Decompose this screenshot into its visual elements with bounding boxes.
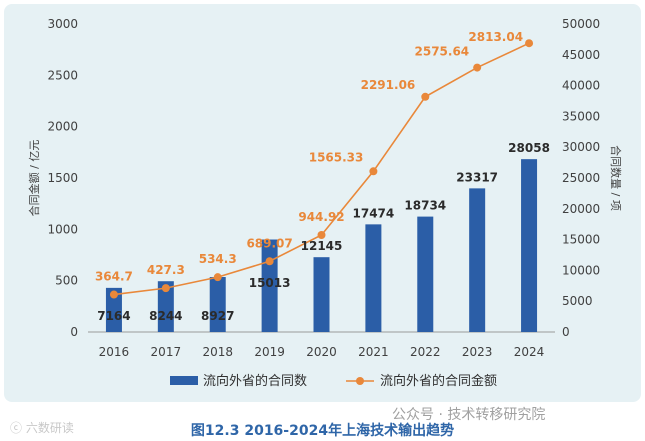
x-tick-label: 2024 (514, 345, 545, 359)
bar (105, 287, 122, 332)
legend-swatch-bars (170, 376, 198, 385)
bar-data-label: 8927 (201, 309, 234, 323)
legend-swatch-marker (356, 377, 364, 385)
bar-data-label: 12145 (301, 239, 343, 253)
bar-data-label: 28058 (508, 141, 550, 155)
x-tick-label: 2016 (99, 345, 130, 359)
bar (469, 188, 486, 332)
y-left-tick-label: 2500 (47, 68, 78, 82)
legend-label-line: 流向外省的合同金额 (380, 373, 497, 389)
source-note: 公众号 · 技术转移研究院 (392, 407, 546, 423)
y-left-tick-label: 1500 (47, 171, 78, 185)
y-left-tick-label: 3000 (47, 17, 78, 31)
y-right-tick-label: 50000 (562, 17, 600, 31)
line-data-label: 364.7 (95, 270, 133, 284)
y-right-tick-label: 15000 (562, 233, 600, 247)
bar (521, 159, 538, 332)
y-left-tick-label: 500 (55, 274, 78, 288)
bar-data-label: 23317 (456, 170, 498, 184)
watermark: ⓒ 六数研读 (10, 421, 74, 435)
figure-caption: 图12.3 2016-2024年上海技术输出趋势 (190, 423, 455, 439)
x-tick-label: 2018 (202, 345, 233, 359)
line-data-label: 1565.33 (309, 150, 364, 164)
line-point (161, 284, 170, 293)
line-point (473, 63, 482, 72)
x-tick-label: 2019 (254, 345, 285, 359)
line-point (265, 257, 274, 266)
bar (209, 277, 226, 332)
line-point (369, 167, 378, 176)
y-right-tick-label: 45000 (562, 48, 600, 62)
x-tick-label: 2020 (306, 345, 337, 359)
y-right-tick-label: 30000 (562, 140, 600, 154)
line-data-label: 2813.04 (468, 30, 523, 44)
line-data-label: 944.92 (298, 210, 344, 224)
line-point (213, 273, 222, 282)
y-left-tick-label: 2000 (47, 120, 78, 134)
line-data-label: 2291.06 (361, 78, 416, 92)
y-right-tick-label: 0 (562, 325, 570, 339)
series-line (113, 42, 530, 296)
line-point (317, 230, 326, 239)
y-right-tick-label: 10000 (562, 263, 600, 277)
x-tick-label: 2021 (358, 345, 389, 359)
y-right-tick-label: 40000 (562, 79, 600, 93)
bar (417, 216, 434, 332)
line-data-label: 689.07 (246, 236, 292, 250)
bar (313, 257, 330, 332)
line-data-label: 2575.64 (415, 45, 470, 59)
y-right-tick-label: 35000 (562, 109, 600, 123)
line-point (525, 39, 534, 48)
y-left-tick-label: 1000 (47, 222, 78, 236)
y-right-tick-label: 5000 (562, 294, 593, 308)
bar-data-label: 8244 (149, 309, 182, 323)
x-tick-label: 2023 (462, 345, 493, 359)
line-data-label: 534.3 (199, 252, 237, 266)
bar-data-label: 17474 (353, 206, 395, 220)
bar (157, 281, 174, 332)
y-left-tick-label: 0 (70, 325, 78, 339)
bar-data-label: 7164 (97, 309, 130, 323)
legend-label-bars: 流向外省的合同数 (203, 373, 307, 389)
line-data-label: 427.3 (147, 263, 185, 277)
bar-data-label: 18734 (404, 199, 446, 213)
x-tick-label: 2017 (151, 345, 182, 359)
line-point (421, 92, 430, 101)
bar (365, 224, 382, 332)
y-right-axis-title: 合同数量 / 项 (609, 145, 623, 211)
y-right-tick-label: 25000 (562, 171, 600, 185)
x-tick-label: 2022 (410, 345, 441, 359)
line-point (109, 290, 118, 299)
y-right-tick-label: 20000 (562, 202, 600, 216)
bar-data-label: 15013 (249, 276, 291, 290)
y-left-axis-title: 合同金额 / 亿元 (27, 140, 41, 217)
